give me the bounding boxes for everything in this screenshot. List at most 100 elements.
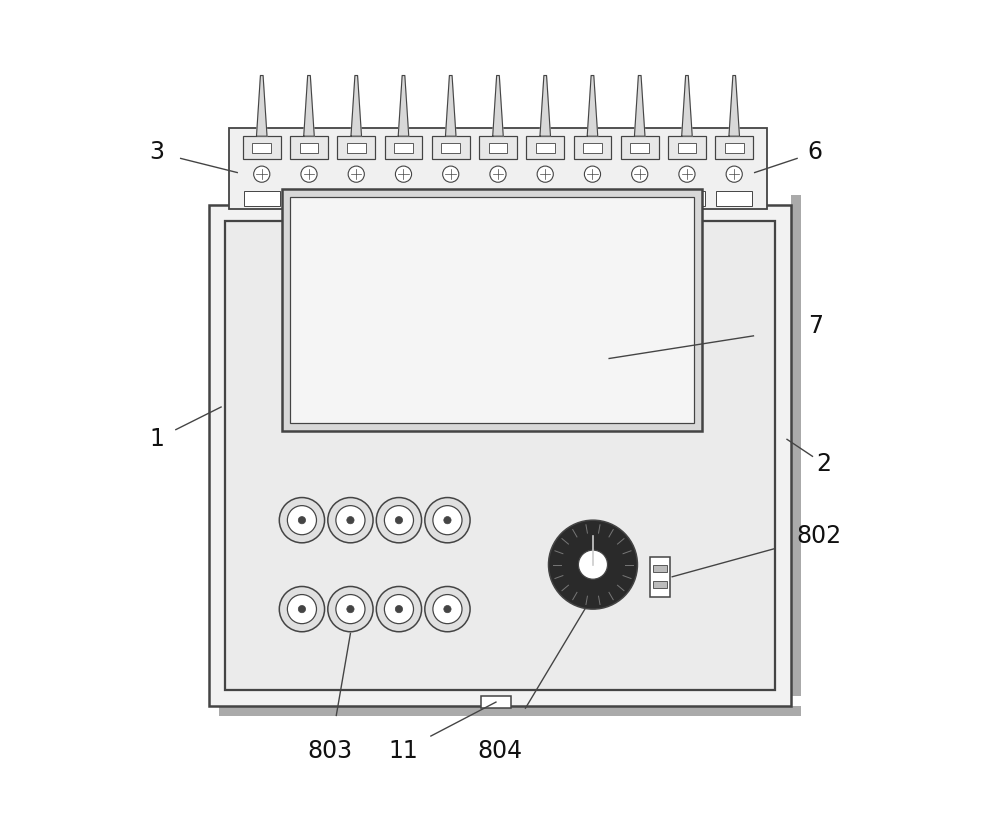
Circle shape <box>490 166 506 182</box>
Circle shape <box>384 594 413 624</box>
Bar <box>385 136 422 159</box>
Bar <box>668 136 706 159</box>
Bar <box>433 191 469 206</box>
Polygon shape <box>682 76 692 136</box>
Circle shape <box>679 166 695 182</box>
Bar <box>653 565 667 572</box>
Text: 3: 3 <box>149 140 164 164</box>
Polygon shape <box>256 76 267 136</box>
Bar <box>282 189 702 431</box>
Bar <box>622 191 658 206</box>
Bar <box>441 143 460 153</box>
Bar <box>630 143 649 153</box>
Bar <box>621 136 659 159</box>
Bar <box>225 221 775 690</box>
Circle shape <box>348 166 364 182</box>
Circle shape <box>287 505 316 535</box>
Text: 802: 802 <box>797 524 842 549</box>
Polygon shape <box>493 76 503 136</box>
Text: 6: 6 <box>808 140 823 164</box>
Bar <box>678 143 696 153</box>
Bar <box>480 191 516 206</box>
Bar <box>536 143 555 153</box>
Circle shape <box>433 505 462 535</box>
Circle shape <box>328 497 373 543</box>
Circle shape <box>584 166 601 182</box>
Circle shape <box>443 166 459 182</box>
Polygon shape <box>445 76 456 136</box>
Bar <box>574 136 611 159</box>
Polygon shape <box>398 76 409 136</box>
Bar <box>290 136 328 159</box>
Text: 804: 804 <box>477 738 523 763</box>
Bar <box>791 195 801 697</box>
Bar <box>300 143 318 153</box>
Bar <box>244 191 280 206</box>
Bar <box>526 136 564 159</box>
Text: 2: 2 <box>816 452 831 475</box>
Bar <box>432 136 470 159</box>
Bar <box>338 191 374 206</box>
Circle shape <box>444 517 451 524</box>
Polygon shape <box>540 76 550 136</box>
Bar <box>575 191 610 206</box>
Bar <box>219 706 801 716</box>
Polygon shape <box>351 76 362 136</box>
Circle shape <box>287 594 316 624</box>
Circle shape <box>726 166 742 182</box>
Bar <box>229 128 767 209</box>
Circle shape <box>279 586 325 632</box>
Circle shape <box>298 517 306 524</box>
Circle shape <box>632 166 648 182</box>
Text: 1: 1 <box>149 427 164 451</box>
Circle shape <box>336 594 365 624</box>
Bar <box>252 143 271 153</box>
Polygon shape <box>729 76 739 136</box>
Bar <box>715 136 753 159</box>
Bar <box>669 191 705 206</box>
Circle shape <box>376 586 422 632</box>
Bar <box>243 136 281 159</box>
Circle shape <box>254 166 270 182</box>
Text: 7: 7 <box>808 314 823 338</box>
Circle shape <box>395 166 412 182</box>
Circle shape <box>376 497 422 543</box>
Circle shape <box>425 586 470 632</box>
Circle shape <box>298 606 306 613</box>
Circle shape <box>384 505 413 535</box>
Bar <box>337 136 375 159</box>
Bar <box>583 143 602 153</box>
Circle shape <box>549 520 637 609</box>
Circle shape <box>425 497 470 543</box>
Circle shape <box>279 497 325 543</box>
Polygon shape <box>587 76 598 136</box>
Circle shape <box>328 586 373 632</box>
Text: 803: 803 <box>308 738 353 763</box>
Bar <box>716 191 752 206</box>
Circle shape <box>336 505 365 535</box>
Bar <box>725 143 744 153</box>
Polygon shape <box>304 76 314 136</box>
Circle shape <box>347 517 354 524</box>
Bar <box>386 191 421 206</box>
Bar <box>347 143 366 153</box>
Circle shape <box>301 166 317 182</box>
Bar <box>291 191 327 206</box>
Bar <box>209 205 791 706</box>
Circle shape <box>537 166 553 182</box>
Circle shape <box>347 606 354 613</box>
Bar <box>527 191 563 206</box>
Circle shape <box>578 550 608 580</box>
Bar <box>290 197 694 423</box>
Bar <box>394 143 413 153</box>
Bar <box>481 696 511 708</box>
Bar <box>489 143 507 153</box>
Circle shape <box>395 606 403 613</box>
Polygon shape <box>634 76 645 136</box>
Circle shape <box>395 517 403 524</box>
Circle shape <box>444 606 451 613</box>
Circle shape <box>433 594 462 624</box>
Bar <box>479 136 517 159</box>
Bar <box>650 557 670 597</box>
Text: 11: 11 <box>388 738 418 763</box>
